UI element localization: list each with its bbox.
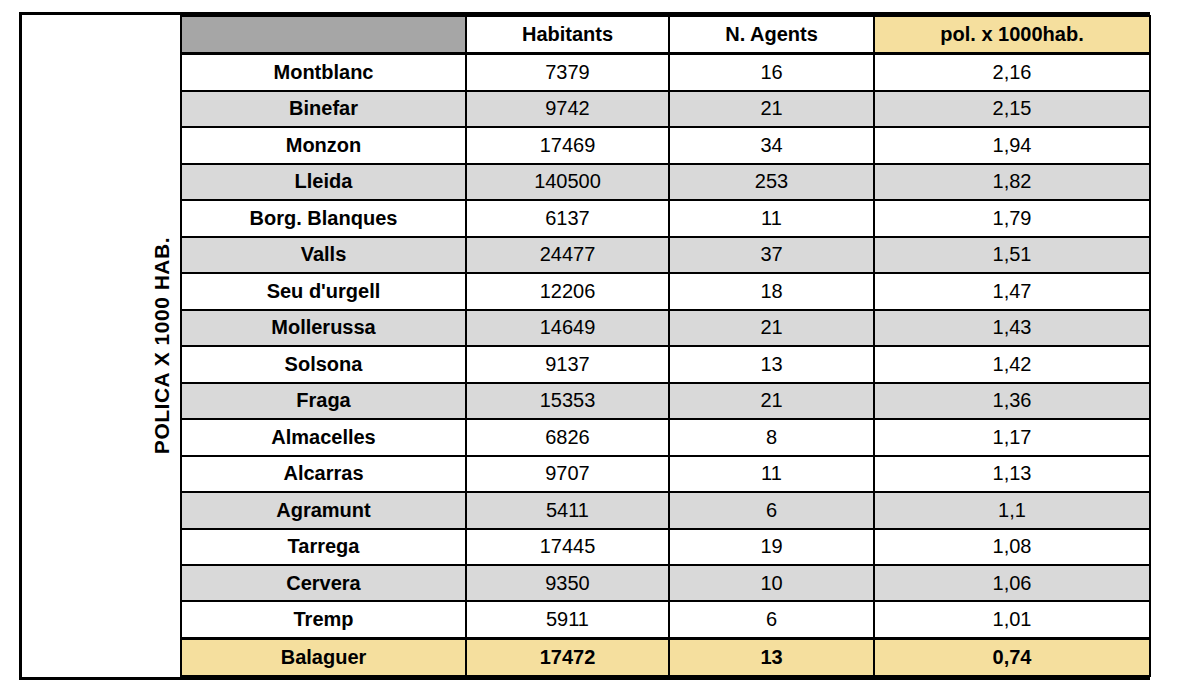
table-row: Solsona 9137 13 1,42 xyxy=(181,346,1150,382)
town-cell: Binefar xyxy=(181,91,466,127)
table-body: Montblanc 7379 16 2,16 Binefar 9742 21 2… xyxy=(181,54,1150,677)
ratio-cell: 2,15 xyxy=(874,91,1150,127)
table-row: Tarrega 17445 19 1,08 xyxy=(181,529,1150,565)
col-header-ratio: pol. x 1000hab. xyxy=(874,16,1150,54)
town-cell: Solsona xyxy=(181,346,466,382)
habitants-cell: 5911 xyxy=(466,601,669,638)
agents-cell: 34 xyxy=(669,127,874,163)
agents-cell: 18 xyxy=(669,273,874,309)
table-row: Monzon 17469 34 1,94 xyxy=(181,127,1150,163)
town-cell: Borg. Blanques xyxy=(181,200,466,236)
habitants-cell: 6826 xyxy=(466,419,669,455)
ratio-cell: 1,13 xyxy=(874,456,1150,492)
habitants-cell: 6137 xyxy=(466,200,669,236)
table-row: Binefar 9742 21 2,15 xyxy=(181,91,1150,127)
table-row: Almacelles 6826 8 1,17 xyxy=(181,419,1150,455)
town-cell: Montblanc xyxy=(181,54,466,91)
agents-cell: 11 xyxy=(669,456,874,492)
ratio-cell: 1,17 xyxy=(874,419,1150,455)
agents-cell: 10 xyxy=(669,565,874,601)
table-row: Valls 24477 37 1,51 xyxy=(181,237,1150,273)
habitants-cell: 12206 xyxy=(466,273,669,309)
agents-cell: 21 xyxy=(669,91,874,127)
habitants-cell: 17469 xyxy=(466,127,669,163)
ratio-cell: 1,94 xyxy=(874,127,1150,163)
agents-cell: 21 xyxy=(669,310,874,346)
table-row: Borg. Blanques 6137 11 1,79 xyxy=(181,200,1150,236)
col-header-habitants: Habitants xyxy=(466,16,669,54)
town-cell: Seu d'urgell xyxy=(181,273,466,309)
ratio-cell: 1,42 xyxy=(874,346,1150,382)
ratio-cell: 1,06 xyxy=(874,565,1150,601)
town-cell: Fraga xyxy=(181,383,466,419)
agents-cell: 6 xyxy=(669,601,874,638)
agents-cell: 13 xyxy=(669,346,874,382)
agents-cell: 37 xyxy=(669,237,874,273)
ratio-cell: 1,36 xyxy=(874,383,1150,419)
town-cell: Valls xyxy=(181,237,466,273)
ratio-cell: 1,79 xyxy=(874,200,1150,236)
table-row: Lleida 140500 253 1,82 xyxy=(181,164,1150,200)
col-header-agents: N. Agents xyxy=(669,16,874,54)
table-row: Balaguer 17472 13 0,74 xyxy=(181,639,1150,676)
ratio-cell: 1,51 xyxy=(874,237,1150,273)
table-row: Agramunt 5411 6 1,1 xyxy=(181,492,1150,528)
habitants-cell: 5411 xyxy=(466,492,669,528)
corner-header-cell xyxy=(181,16,466,54)
agents-cell: 21 xyxy=(669,383,874,419)
town-cell: Mollerussa xyxy=(181,310,466,346)
table-row: Cervera 9350 10 1,06 xyxy=(181,565,1150,601)
ratio-cell: 1,43 xyxy=(874,310,1150,346)
town-cell: Almacelles xyxy=(181,419,466,455)
agents-cell: 16 xyxy=(669,54,874,91)
table-row: Seu d'urgell 12206 18 1,47 xyxy=(181,273,1150,309)
ratio-cell: 2,16 xyxy=(874,54,1150,91)
town-cell: Tremp xyxy=(181,601,466,638)
habitants-cell: 9350 xyxy=(466,565,669,601)
ratio-cell: 1,82 xyxy=(874,164,1150,200)
habitants-cell: 9742 xyxy=(466,91,669,127)
agents-cell: 8 xyxy=(669,419,874,455)
ratio-cell: 0,74 xyxy=(874,639,1150,676)
police-ratio-table: Habitants N. Agents pol. x 1000hab. Mont… xyxy=(180,15,1151,677)
ratio-cell: 1,01 xyxy=(874,601,1150,638)
ratio-cell: 1,1 xyxy=(874,492,1150,528)
table-row: Montblanc 7379 16 2,16 xyxy=(181,54,1150,91)
habitants-cell: 9707 xyxy=(466,456,669,492)
table-row: Alcarras 9707 11 1,13 xyxy=(181,456,1150,492)
town-cell: Cervera xyxy=(181,565,466,601)
town-cell: Monzon xyxy=(181,127,466,163)
town-cell: Balaguer xyxy=(181,639,466,676)
table-row: Mollerussa 14649 21 1,43 xyxy=(181,310,1150,346)
agents-cell: 13 xyxy=(669,639,874,676)
agents-cell: 11 xyxy=(669,200,874,236)
side-label-cell: POLICA X 1000 HAB. xyxy=(22,15,180,677)
habitants-cell: 17472 xyxy=(466,639,669,676)
habitants-cell: 140500 xyxy=(466,164,669,200)
ratio-cell: 1,08 xyxy=(874,529,1150,565)
town-cell: Tarrega xyxy=(181,529,466,565)
agents-cell: 19 xyxy=(669,529,874,565)
agents-cell: 6 xyxy=(669,492,874,528)
vertical-axis-label: POLICA X 1000 HAB. xyxy=(150,237,174,454)
habitants-cell: 7379 xyxy=(466,54,669,91)
town-cell: Agramunt xyxy=(181,492,466,528)
table-frame: POLICA X 1000 HAB. Habitants N. Agents p… xyxy=(19,12,1150,680)
ratio-cell: 1,47 xyxy=(874,273,1150,309)
header-row: Habitants N. Agents pol. x 1000hab. xyxy=(181,16,1150,54)
agents-cell: 253 xyxy=(669,164,874,200)
habitants-cell: 9137 xyxy=(466,346,669,382)
habitants-cell: 17445 xyxy=(466,529,669,565)
town-cell: Alcarras xyxy=(181,456,466,492)
town-cell: Lleida xyxy=(181,164,466,200)
habitants-cell: 15353 xyxy=(466,383,669,419)
table-row: Fraga 15353 21 1,36 xyxy=(181,383,1150,419)
habitants-cell: 24477 xyxy=(466,237,669,273)
habitants-cell: 14649 xyxy=(466,310,669,346)
table-row: Tremp 5911 6 1,01 xyxy=(181,601,1150,638)
